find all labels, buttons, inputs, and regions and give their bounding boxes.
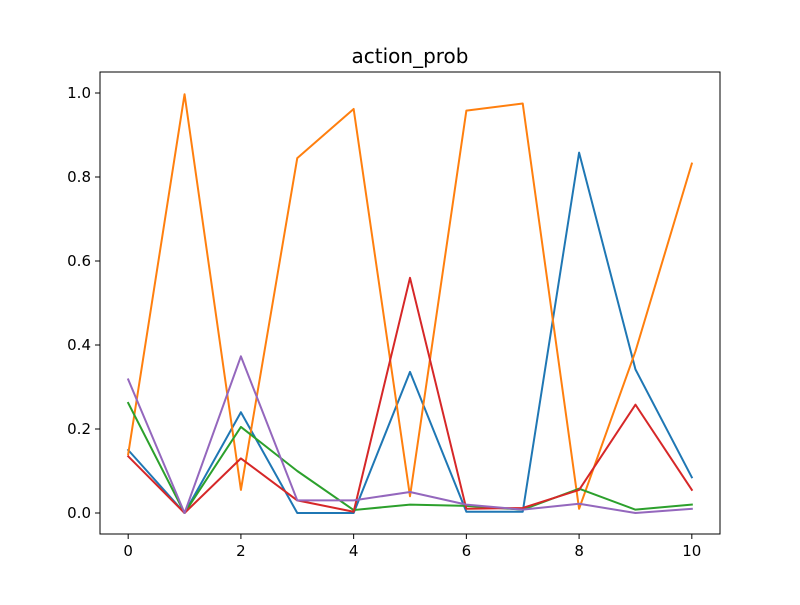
x-tick-label: 6 [462, 542, 472, 560]
plot-area: 0 2 4 6 8 10 0.0 0.2 0.4 0.6 0.8 1.0 [67, 71, 721, 560]
x-tick-label: 4 [349, 542, 359, 560]
series-line-5 [126, 355, 693, 514]
axes-frame [99, 71, 721, 535]
y-tick-label: 0.8 [67, 168, 91, 186]
x-tick-label: 10 [682, 542, 701, 560]
series-line-4 [126, 276, 694, 514]
series-line-1 [126, 151, 694, 514]
y-tick-label: 1.0 [67, 84, 91, 102]
y-tick-label: 0.0 [67, 504, 91, 522]
x-tick-label: 0 [123, 542, 133, 560]
series-line-2 [127, 93, 694, 510]
y-tick-label: 0.6 [67, 252, 91, 270]
y-tick-label: 0.4 [67, 336, 91, 354]
chart-title: action_prob [352, 44, 469, 68]
y-tick-label: 0.2 [67, 420, 91, 438]
x-tick-label: 8 [574, 542, 584, 560]
x-tick-label: 2 [236, 542, 246, 560]
series-line-3 [126, 401, 693, 514]
